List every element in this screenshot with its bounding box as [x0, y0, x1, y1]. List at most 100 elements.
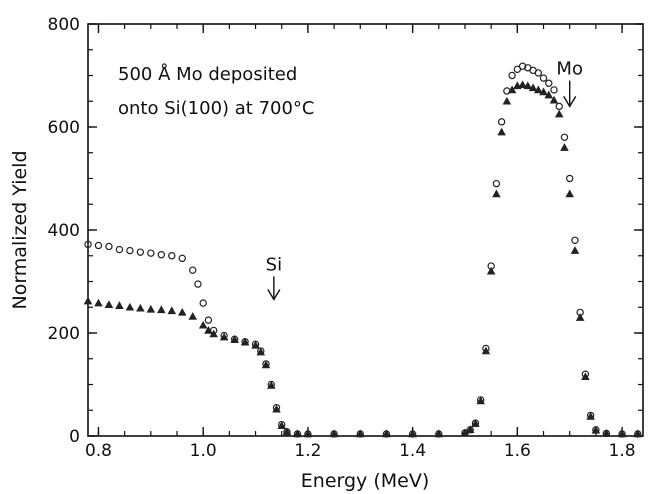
ticks-layer: 0.8 1.0 1.2 1.4 1.6 1.8 0 200 400 600 800 [48, 15, 643, 461]
data-point-triangle [94, 298, 103, 307]
data-point-triangle [492, 189, 501, 198]
data-point-circle [513, 65, 522, 74]
data-point-triangle [177, 307, 187, 316]
x-tick-label: 1.0 [190, 441, 217, 461]
data-point-triangle [528, 83, 538, 92]
data-point-circle [571, 236, 579, 244]
data-point-triangle [240, 337, 250, 346]
data-point-triangle [518, 80, 527, 89]
y-tick-label: 800 [48, 15, 80, 35]
data-point-triangle [277, 421, 287, 429]
data-point-circle [194, 280, 202, 288]
data-point-triangle [554, 109, 564, 118]
data-point-circle [157, 251, 166, 259]
data-point-circle [147, 249, 155, 257]
y-tick-label: 200 [48, 324, 80, 344]
data-point-circle [545, 79, 553, 87]
data-point-triangle [355, 429, 365, 438]
data-point-triangle [146, 304, 156, 313]
data-point-triangle [591, 425, 601, 434]
edge-marker-label: Mo [556, 59, 583, 80]
data-point-circle [565, 174, 574, 183]
data-point-triangle [115, 301, 124, 309]
edge-marker-label: Si [266, 254, 282, 275]
data-point-triangle [272, 404, 281, 413]
data-point-triangle [204, 326, 213, 334]
data-point-triangle [408, 429, 417, 438]
data-point-triangle [256, 347, 266, 356]
data-point-triangle [209, 329, 218, 338]
plot-frame [87, 23, 644, 437]
data-point-triangle [83, 296, 93, 305]
data-point-circle [115, 245, 124, 254]
data-point-circle [555, 102, 563, 111]
x-tick-label: 1.4 [399, 441, 426, 461]
data-point-triangle [523, 81, 533, 90]
data-point-triangle [560, 143, 569, 151]
data-point-triangle [502, 96, 512, 105]
arrow-head-icon [563, 96, 577, 108]
data-point-triangle [507, 85, 517, 94]
data-point-triangle [497, 127, 506, 136]
data-point-triangle [486, 266, 496, 275]
data-point-circle [204, 316, 213, 324]
arrow-head-icon [267, 289, 281, 301]
data-point-circle [84, 240, 92, 249]
data-layer [83, 62, 643, 438]
data-point-circle [126, 246, 134, 255]
data-point-triangle [465, 425, 475, 434]
data-point-triangle [575, 313, 585, 321]
data-point-circle [136, 248, 145, 256]
data-point-triangle [602, 429, 611, 437]
data-point-circle [105, 242, 113, 251]
annotation-line-2: onto Si(100) at 700°C [118, 98, 315, 119]
data-point-triangle [581, 372, 590, 381]
data-point-triangle [125, 302, 135, 311]
x-tick-label: 1.8 [609, 441, 636, 461]
data-point-triangle [534, 85, 543, 94]
data-point-triangle [544, 90, 554, 99]
data-point-triangle [104, 300, 114, 308]
data-point-triangle [167, 306, 177, 315]
data-point-circle [560, 133, 569, 141]
data-point-triangle [586, 412, 595, 420]
data-point-circle [497, 118, 506, 126]
data-point-triangle [476, 396, 485, 405]
data-point-triangle [329, 429, 339, 438]
data-point-triangle [261, 360, 271, 369]
data-point-circle [492, 179, 501, 188]
x-axis-title: Energy (MeV) [301, 470, 429, 492]
y-tick-label: 400 [48, 221, 80, 241]
data-point-triangle [282, 427, 292, 436]
data-point-circle [178, 254, 186, 263]
data-point-triangle [549, 95, 559, 104]
data-point-triangle [219, 332, 229, 341]
y-tick-label: 600 [48, 118, 80, 138]
data-point-circle [199, 299, 207, 307]
data-point-triangle [188, 312, 197, 320]
x-tick-label: 0.8 [85, 441, 112, 461]
data-point-triangle [382, 429, 391, 438]
data-point-circle [189, 266, 197, 274]
data-point-triangle [434, 429, 444, 438]
data-point-triangle [230, 335, 239, 343]
data-point-triangle [157, 305, 166, 314]
data-point-circle [550, 86, 558, 94]
marker-layer: Si Mo [266, 59, 583, 301]
data-point-triangle [633, 429, 643, 438]
data-point-triangle [565, 189, 574, 198]
data-point-triangle [570, 246, 580, 254]
data-point-triangle [539, 87, 548, 96]
data-point-circle [539, 74, 548, 82]
data-point-triangle [617, 429, 627, 438]
data-point-circle [168, 252, 176, 260]
data-point-circle [534, 69, 542, 77]
data-point-triangle [251, 340, 260, 349]
data-point-triangle [266, 381, 276, 389]
x-tick-label: 1.6 [504, 441, 531, 461]
data-point-circle [508, 71, 516, 80]
data-point-triangle [136, 303, 145, 312]
y-axis-title: Normalized Yield [9, 150, 31, 309]
data-point-triangle [481, 346, 491, 355]
